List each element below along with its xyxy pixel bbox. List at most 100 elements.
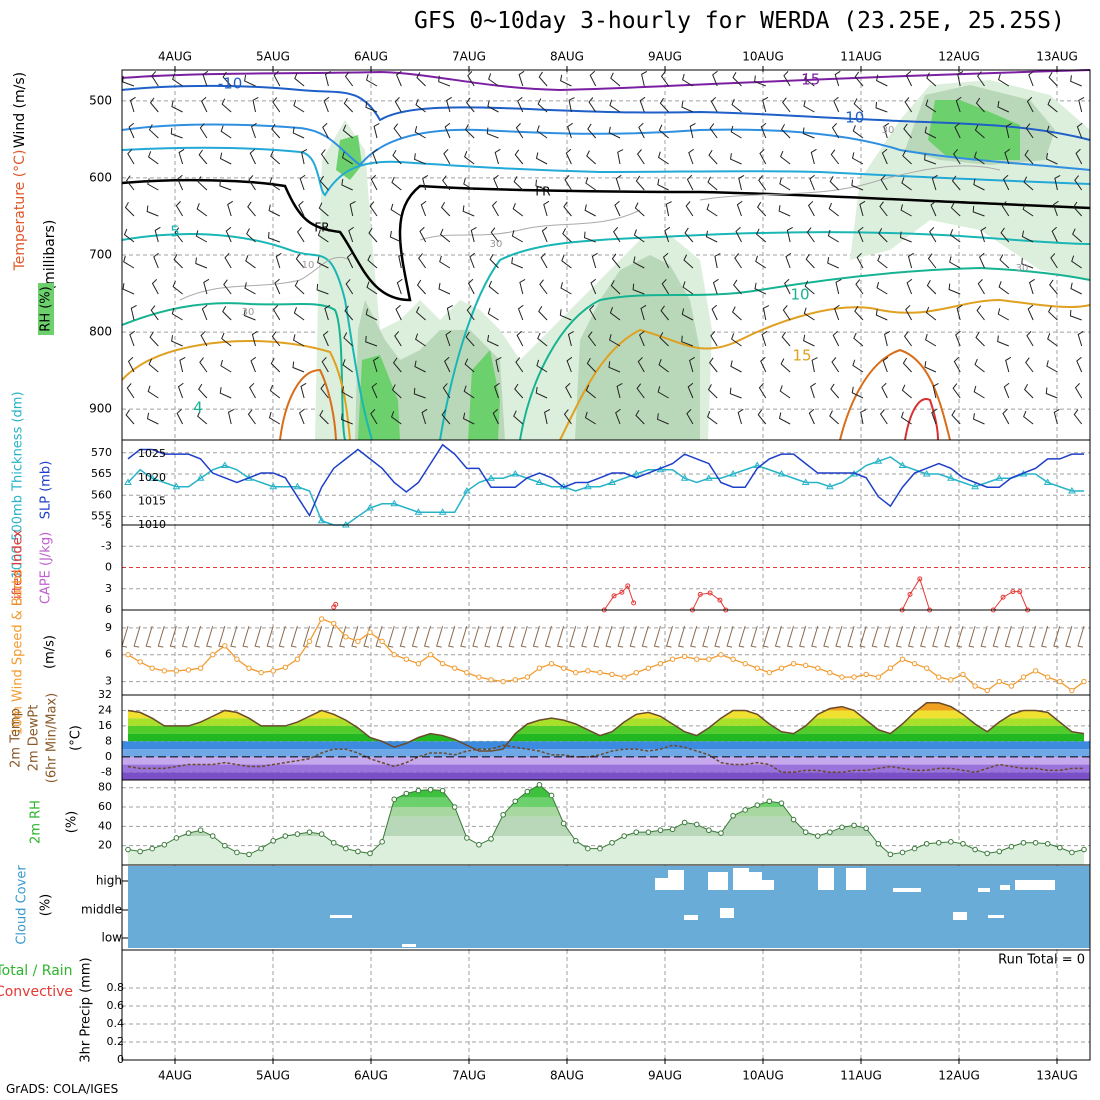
rh-point [1032, 839, 1039, 846]
rh-point [1069, 849, 1075, 856]
upper-wind-barb [220, 359, 232, 373]
cape-ylabel: CAPE (J/kg) [39, 532, 54, 604]
upper-wind-barb [1073, 409, 1083, 425]
wind-speed-point [851, 674, 857, 680]
thickness-marker [293, 482, 302, 490]
upper-wind-barb [275, 252, 282, 269]
upper-wind-barb [827, 257, 839, 269]
wind-speed-point [863, 671, 869, 678]
rh-point [802, 829, 809, 835]
upper-wind-barb [589, 304, 597, 321]
rh-point [476, 841, 482, 848]
upper-wind-barb [122, 75, 135, 87]
upper-wind-barb [517, 304, 524, 321]
upper-wind-barb [828, 202, 840, 217]
upper-wind-barb [562, 228, 572, 243]
wind-speed-point [766, 669, 773, 676]
surface-wind-barb [799, 625, 807, 648]
upper-wind-barb [926, 280, 937, 295]
upper-wind-barb [1026, 96, 1034, 113]
upper-wind-barb [780, 358, 791, 373]
date-label-top: 10AUG [742, 50, 784, 64]
upper-wind-barb [514, 383, 524, 399]
upper-wind-barb [487, 307, 499, 321]
upper-wind-barb [931, 408, 937, 425]
surface-wind-barb [327, 625, 335, 648]
upper-wind-barb [762, 96, 769, 113]
upper-wind-barb [1004, 148, 1011, 165]
upper-wind-barb [754, 75, 766, 87]
surface-wind-barb [314, 625, 323, 648]
upper-wind-barb [487, 334, 499, 347]
upper-wind-barb [391, 176, 402, 191]
profile-ylabel-rh: RH (%) [39, 286, 54, 331]
upper-wind-barb [420, 200, 427, 217]
wind-speed-point [790, 660, 797, 667]
upper-wind-barb [248, 175, 256, 191]
upper-wind-barb [1076, 122, 1083, 139]
upper-wind-barb [129, 330, 136, 347]
thickness-marker [487, 474, 495, 481]
upper-wind-barb [244, 282, 256, 295]
wind-speed-point [222, 643, 228, 649]
upper-wind-barb [177, 174, 184, 191]
date-label-top: 12AUG [938, 50, 980, 64]
upper-wind-barb [803, 100, 815, 113]
upper-wind-barb [657, 151, 669, 165]
rh-point [330, 839, 337, 846]
cloud-cover-block [762, 880, 774, 890]
surface-wind-barb [121, 625, 129, 648]
rh-point [246, 851, 252, 858]
surface-wind-barb [653, 625, 661, 648]
upper-wind-barb [418, 253, 427, 269]
upper-wind-barb [513, 176, 524, 191]
upper-wind-barb [781, 331, 791, 347]
upper-wind-barb [511, 230, 524, 243]
rh-point [161, 841, 168, 848]
upper-wind-barb [633, 229, 645, 243]
upper-wind-barb [492, 408, 499, 425]
upper-wind-barb [273, 70, 281, 87]
surface-wind-barb [702, 625, 710, 648]
precip-units: 3hr Precip (mm) [79, 957, 94, 1062]
upper-wind-barb [293, 307, 305, 321]
temp-band [122, 741, 1090, 750]
upper-wind-barb [657, 386, 669, 399]
upper-wind-barb [219, 387, 232, 399]
date-label-top: 6AUG [354, 50, 388, 64]
upper-wind-barb [827, 229, 839, 243]
wind-speed-point [887, 665, 894, 671]
upper-wind-barb [931, 174, 938, 191]
upper-wind-barb [616, 382, 623, 399]
upper-wind-barb [298, 408, 305, 425]
slp-ylabel: SLP (mb) [39, 461, 54, 520]
rh-color-band [128, 807, 1084, 817]
upper-wind-barb [438, 282, 451, 295]
chart-title: GFS 0~10day 3-hourly for WERDA (23.25E, … [414, 8, 1065, 34]
upper-wind-barb [714, 253, 721, 269]
upper-wind-barb [251, 330, 258, 347]
lifted-index-line [901, 577, 931, 611]
upper-wind-barb [1069, 309, 1082, 321]
upper-wind-barb [925, 306, 937, 321]
upper-wind-barb [349, 201, 356, 217]
upper-wind-barb [1002, 174, 1010, 191]
freezing-label: FR [535, 185, 550, 199]
upper-wind-barb [854, 71, 864, 87]
upper-wind-barb [758, 383, 767, 399]
upper-wind-barb [414, 360, 426, 373]
upper-wind-barb [975, 332, 985, 347]
lifted-index-line [691, 592, 727, 611]
upper-wind-barb [689, 123, 696, 139]
upper-wind-barb [1051, 226, 1058, 243]
cloud-level-label: low [102, 931, 123, 945]
rh-point [548, 792, 555, 799]
upper-wind-barb [199, 123, 208, 139]
upper-wind-barb [635, 409, 645, 425]
precip-ylabel-conv: Convective [0, 984, 73, 1000]
upper-wind-barb [951, 175, 961, 191]
lifted-index-point [1000, 594, 1006, 600]
upper-wind-barb [974, 358, 985, 373]
upper-wind-barb [584, 204, 596, 217]
upper-wind-barb [195, 230, 208, 243]
